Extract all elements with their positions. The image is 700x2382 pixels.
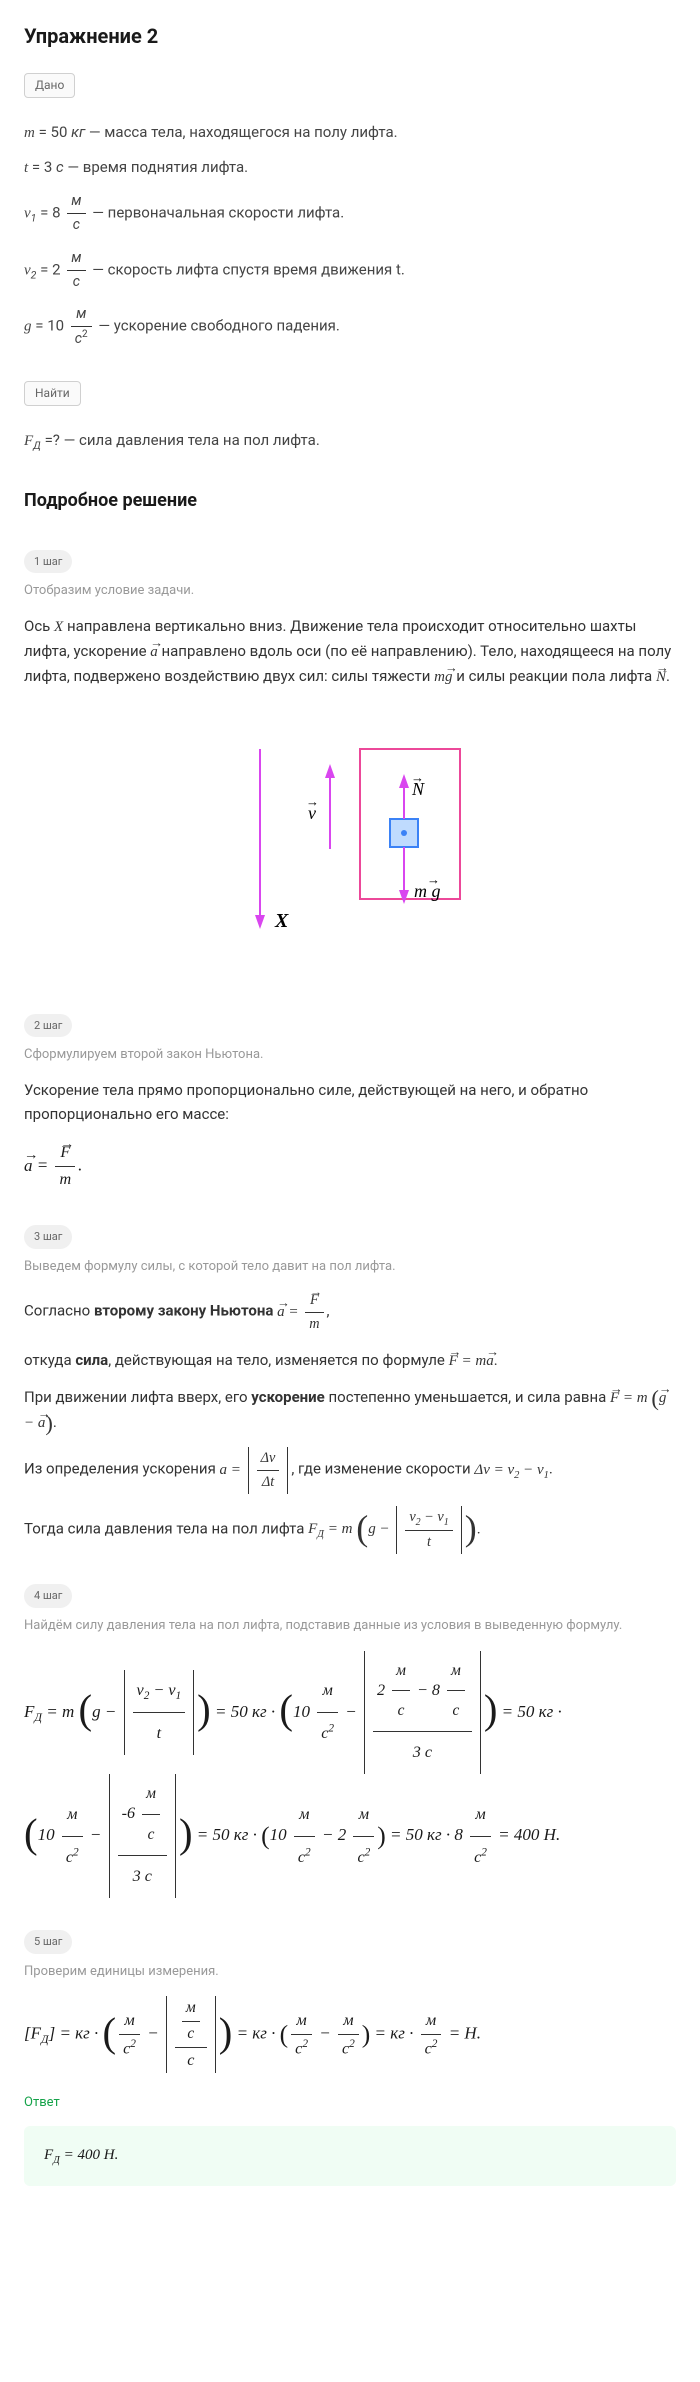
step-caption: Выведем формулу силы, с которой тело дав… [24,1257,676,1278]
svg-text:→: → [427,873,440,888]
unit-check: [FД] = кг · (мс2 − мсс) = кг · (мс2 − мс… [24,1996,676,2073]
given-item: v1 = 8 мс — первоначальная скорости лифт… [24,190,676,237]
step-text: Согласно второму закону Ньютона a = Fm, [24,1289,676,1336]
diagram: X v → N → m g → [24,719,676,966]
formula: a = Fm. [24,1140,676,1193]
given-item: t = 3 с — время поднятия лифта. [24,155,676,180]
step-badge: 3 шаг [24,1225,72,1249]
step-badge: 1 шаг [24,550,72,574]
given-item: v2 = 2 мс — скорость лифта спустя время … [24,247,676,294]
answer-label: Ответ [24,2093,676,2114]
answer-box: FД = 400 H. [24,2126,676,2186]
step-caption: Отобразим условие задачи. [24,581,676,602]
svg-text:→: → [306,795,319,810]
step-caption: Проверим единицы измерения. [24,1962,676,1983]
step-badge: 4 шаг [24,1584,72,1608]
step-badge: 5 шаг [24,1930,72,1954]
step-text: откуда сила, действующая на тело, изменя… [24,1348,676,1373]
find-item: FД =? — сила давления тела на пол лифта. [24,428,676,455]
step-caption: Сформулируем второй закон Ньютона. [24,1045,676,1066]
svg-text:→: → [411,771,424,786]
page-title: Упражнение 2 [24,20,676,52]
step-text: Ось X направлена вертикально вниз. Движе… [24,614,676,689]
step-text: Ускорение тела прямо пропорционально сил… [24,1078,676,1126]
given-item: g = 10 мс2 — ускорение свободного падени… [24,303,676,350]
find-label: Найти [24,381,81,406]
solution-title: Подробное решение [24,487,676,516]
svg-text:X: X [274,910,289,932]
step-text: Из определения ускорения a = ΔvΔt, где и… [24,1447,676,1494]
given-label: Дано [24,73,75,98]
given-item: m = 50 кг — масса тела, находящегося на … [24,120,676,145]
step-badge: 2 шаг [24,1014,72,1038]
step-text: При движении лифта вверх, его ускорение … [24,1385,676,1435]
calculation: FД = m (g − v2 − v1t) = 50 кг · (10 мс2 … [24,1651,676,1899]
step-text: Тогда сила давления тела на пол лифта FД… [24,1506,676,1555]
step-caption: Найдём силу давления тела на пол лифта, … [24,1616,676,1637]
